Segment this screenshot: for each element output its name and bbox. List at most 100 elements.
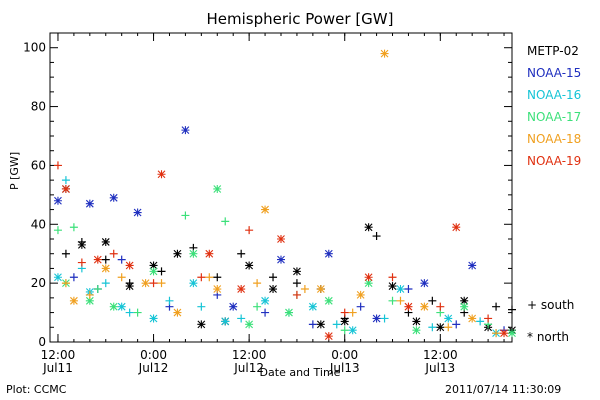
data-point-north xyxy=(380,49,389,58)
x-tick-time-label: 12:00 xyxy=(232,348,267,362)
data-point-south xyxy=(77,258,86,267)
data-point-north xyxy=(109,302,118,311)
data-point-south xyxy=(61,249,70,258)
data-point-south xyxy=(404,285,413,294)
data-point-north xyxy=(245,261,254,270)
x-tick-time-label: 0:00 xyxy=(140,348,167,362)
data-point-north xyxy=(420,302,429,311)
data-point-north xyxy=(61,184,70,193)
data-point-north xyxy=(324,249,333,258)
data-point-north xyxy=(205,249,214,258)
data-point-north xyxy=(468,314,477,323)
y-tick-label: 0 xyxy=(38,335,46,349)
data-point-south xyxy=(53,161,62,170)
data-point-north xyxy=(468,261,477,270)
data-point-north xyxy=(197,320,206,329)
data-point-north xyxy=(292,267,301,276)
data-point-north xyxy=(436,323,445,332)
y-tick-label: 20 xyxy=(31,276,46,290)
data-point-south xyxy=(348,308,357,317)
data-point-north xyxy=(444,314,453,323)
x-tick-time-label: 12:00 xyxy=(423,348,458,362)
data-point-south xyxy=(436,302,445,311)
data-point-south xyxy=(300,285,309,294)
north-marker-legend: * north xyxy=(527,330,570,344)
data-point-south xyxy=(388,273,397,282)
data-point-south xyxy=(93,285,102,294)
x-tick-date-label: Jul12 xyxy=(138,361,169,375)
data-point-north xyxy=(101,237,110,246)
data-point-south xyxy=(428,296,437,305)
data-point-south xyxy=(452,320,461,329)
data-point-south xyxy=(101,255,110,264)
data-point-south xyxy=(133,308,142,317)
data-point-north xyxy=(412,326,421,335)
plot-frame xyxy=(49,32,513,343)
data-point-north xyxy=(308,302,317,311)
data-point-north xyxy=(85,296,94,305)
data-point-north xyxy=(85,199,94,208)
data-point-north xyxy=(261,205,270,214)
data-point-north xyxy=(404,302,413,311)
data-point-south xyxy=(197,302,206,311)
y-tick-label: 60 xyxy=(31,158,46,172)
data-point-south xyxy=(69,223,78,232)
data-point-north xyxy=(221,317,230,326)
data-point-south xyxy=(292,279,301,288)
data-point-south xyxy=(428,323,437,332)
data-point-north xyxy=(77,240,86,249)
data-point-north xyxy=(149,314,158,323)
x-tick-date-label: Jul11 xyxy=(42,361,73,375)
data-point-north xyxy=(173,308,182,317)
data-point-south xyxy=(237,314,246,323)
x-tick-date-label: Jul13 xyxy=(329,361,360,375)
data-point-north xyxy=(149,261,158,270)
data-point-south xyxy=(253,302,262,311)
y-tick-label: 100 xyxy=(23,41,46,55)
data-point-north xyxy=(157,170,166,179)
legend-entry-noaa-17: NOAA-17 xyxy=(527,110,582,124)
data-point-north xyxy=(324,296,333,305)
data-point-south xyxy=(101,279,110,288)
data-point-north xyxy=(133,208,142,217)
x-tick-time-label: 12:00 xyxy=(41,348,76,362)
data-point-north xyxy=(364,279,373,288)
data-point-north xyxy=(340,317,349,326)
data-point-south xyxy=(340,308,349,317)
data-point-north xyxy=(396,285,405,294)
footer-left: Plot: CCMC xyxy=(6,383,67,396)
data-point-south xyxy=(125,308,134,317)
data-point-south xyxy=(356,302,365,311)
data-point-north xyxy=(125,261,134,270)
data-point-north xyxy=(117,302,126,311)
data-point-north xyxy=(460,296,469,305)
data-point-north xyxy=(109,193,118,202)
data-point-south xyxy=(53,226,62,235)
data-point-south xyxy=(117,255,126,264)
data-point-north xyxy=(245,320,254,329)
data-point-north xyxy=(277,235,285,243)
data-point-north xyxy=(237,285,246,294)
data-point-south xyxy=(380,314,389,323)
data-point-south xyxy=(85,290,94,299)
legend-entry-noaa-19: NOAA-19 xyxy=(527,154,582,168)
data-point-south xyxy=(484,314,493,323)
data-point-south xyxy=(117,273,126,282)
data-point-north xyxy=(508,329,516,338)
data-point-south xyxy=(165,296,174,305)
data-point-south xyxy=(269,273,278,282)
data-point-north xyxy=(356,290,365,299)
data-point-north xyxy=(348,326,357,335)
south-marker-legend: + south xyxy=(527,298,575,312)
data-point-south xyxy=(332,320,341,329)
data-point-north xyxy=(269,285,278,294)
x-tick-time-label: 0:00 xyxy=(331,348,358,362)
data-point-north xyxy=(412,317,421,326)
data-point-north xyxy=(93,255,102,264)
data-point-north xyxy=(53,196,62,205)
x-tick-date-label: Jul12 xyxy=(233,361,264,375)
data-point-north xyxy=(388,282,397,291)
legend-entry-metp-02: METP-02 xyxy=(527,44,579,58)
data-point-north xyxy=(149,267,158,276)
data-point-north xyxy=(500,329,509,338)
